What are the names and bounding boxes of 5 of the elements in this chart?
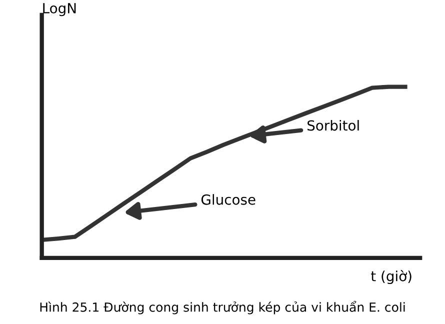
text: LogN <box>43 3 76 16</box>
annotation: Sorbitol <box>308 120 359 131</box>
text: Hình 25.1 Đường cong sinh trưởng kép của vi khuẩn E. coli <box>40 300 405 314</box>
x-axis-title: t (giờ) <box>371 270 412 284</box>
annotation: Glucose <box>201 194 256 205</box>
